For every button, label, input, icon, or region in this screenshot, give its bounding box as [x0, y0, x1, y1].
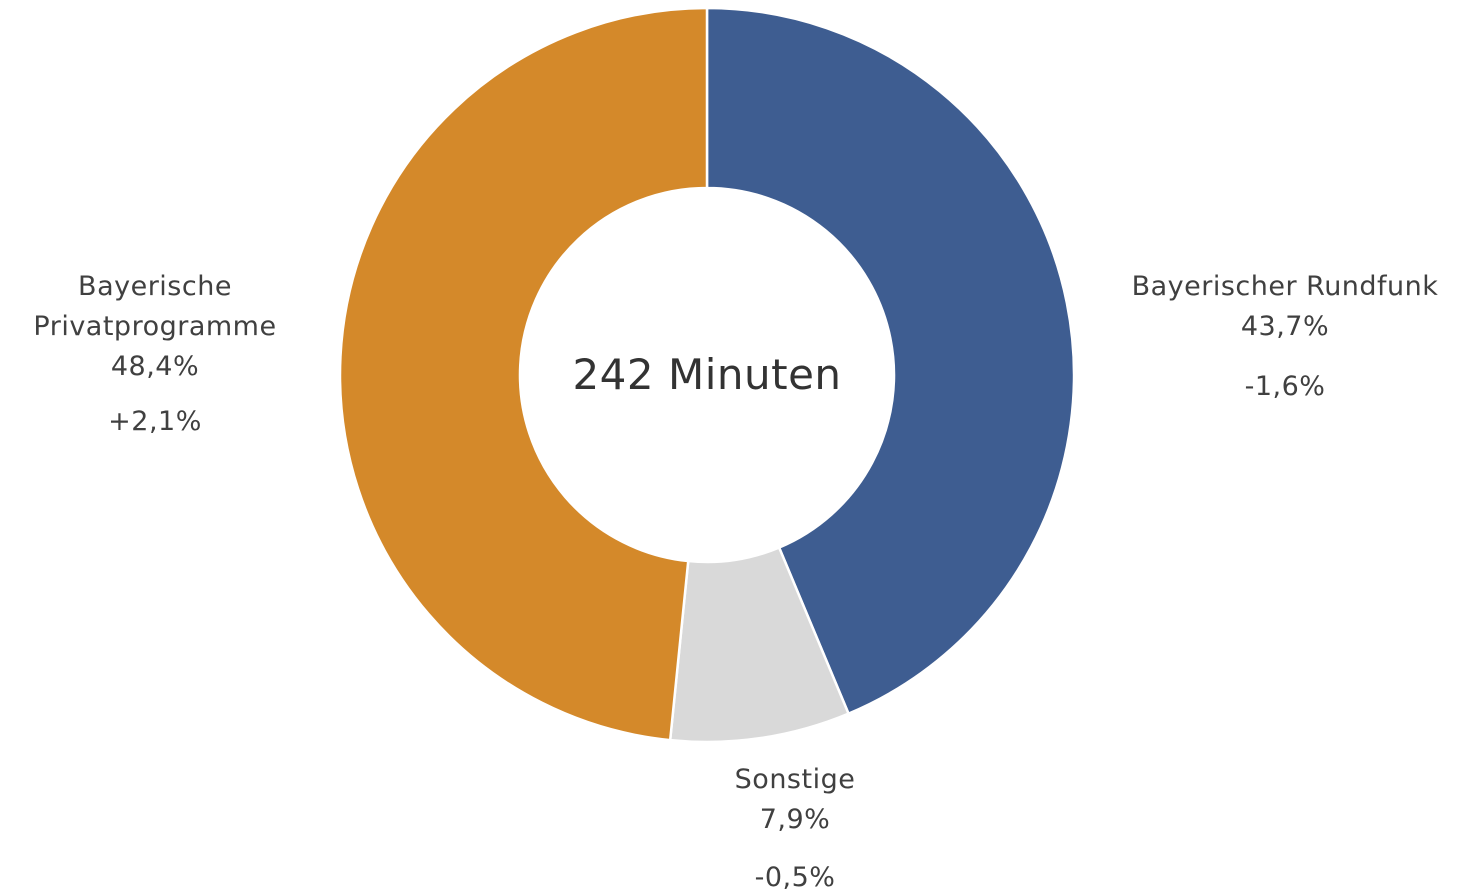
category-label: Bayerische Privatprogramme — [33, 271, 277, 342]
slice-label: Sonstige 7,9% -0,5% — [595, 760, 995, 895]
center-label: 242 Minuten — [572, 350, 842, 399]
slice-label: Bayerische Privatprogramme 48,4% +2,1% — [0, 267, 310, 442]
category-label: Sonstige — [734, 764, 856, 795]
category-label: Bayerischer Rundfunk — [1131, 271, 1439, 302]
value-label: 7,9% — [759, 804, 831, 835]
value-label: 43,7% — [1240, 311, 1330, 342]
change-label: +2,1% — [108, 406, 202, 437]
slice — [705, 6, 1076, 716]
value-label: 48,4% — [110, 351, 200, 382]
slice — [338, 6, 709, 742]
slice-label: Bayerischer Rundfunk 43,7% -1,6% — [1085, 267, 1470, 407]
change-label: -0,5% — [754, 862, 836, 893]
change-label: -1,6% — [1244, 371, 1326, 402]
